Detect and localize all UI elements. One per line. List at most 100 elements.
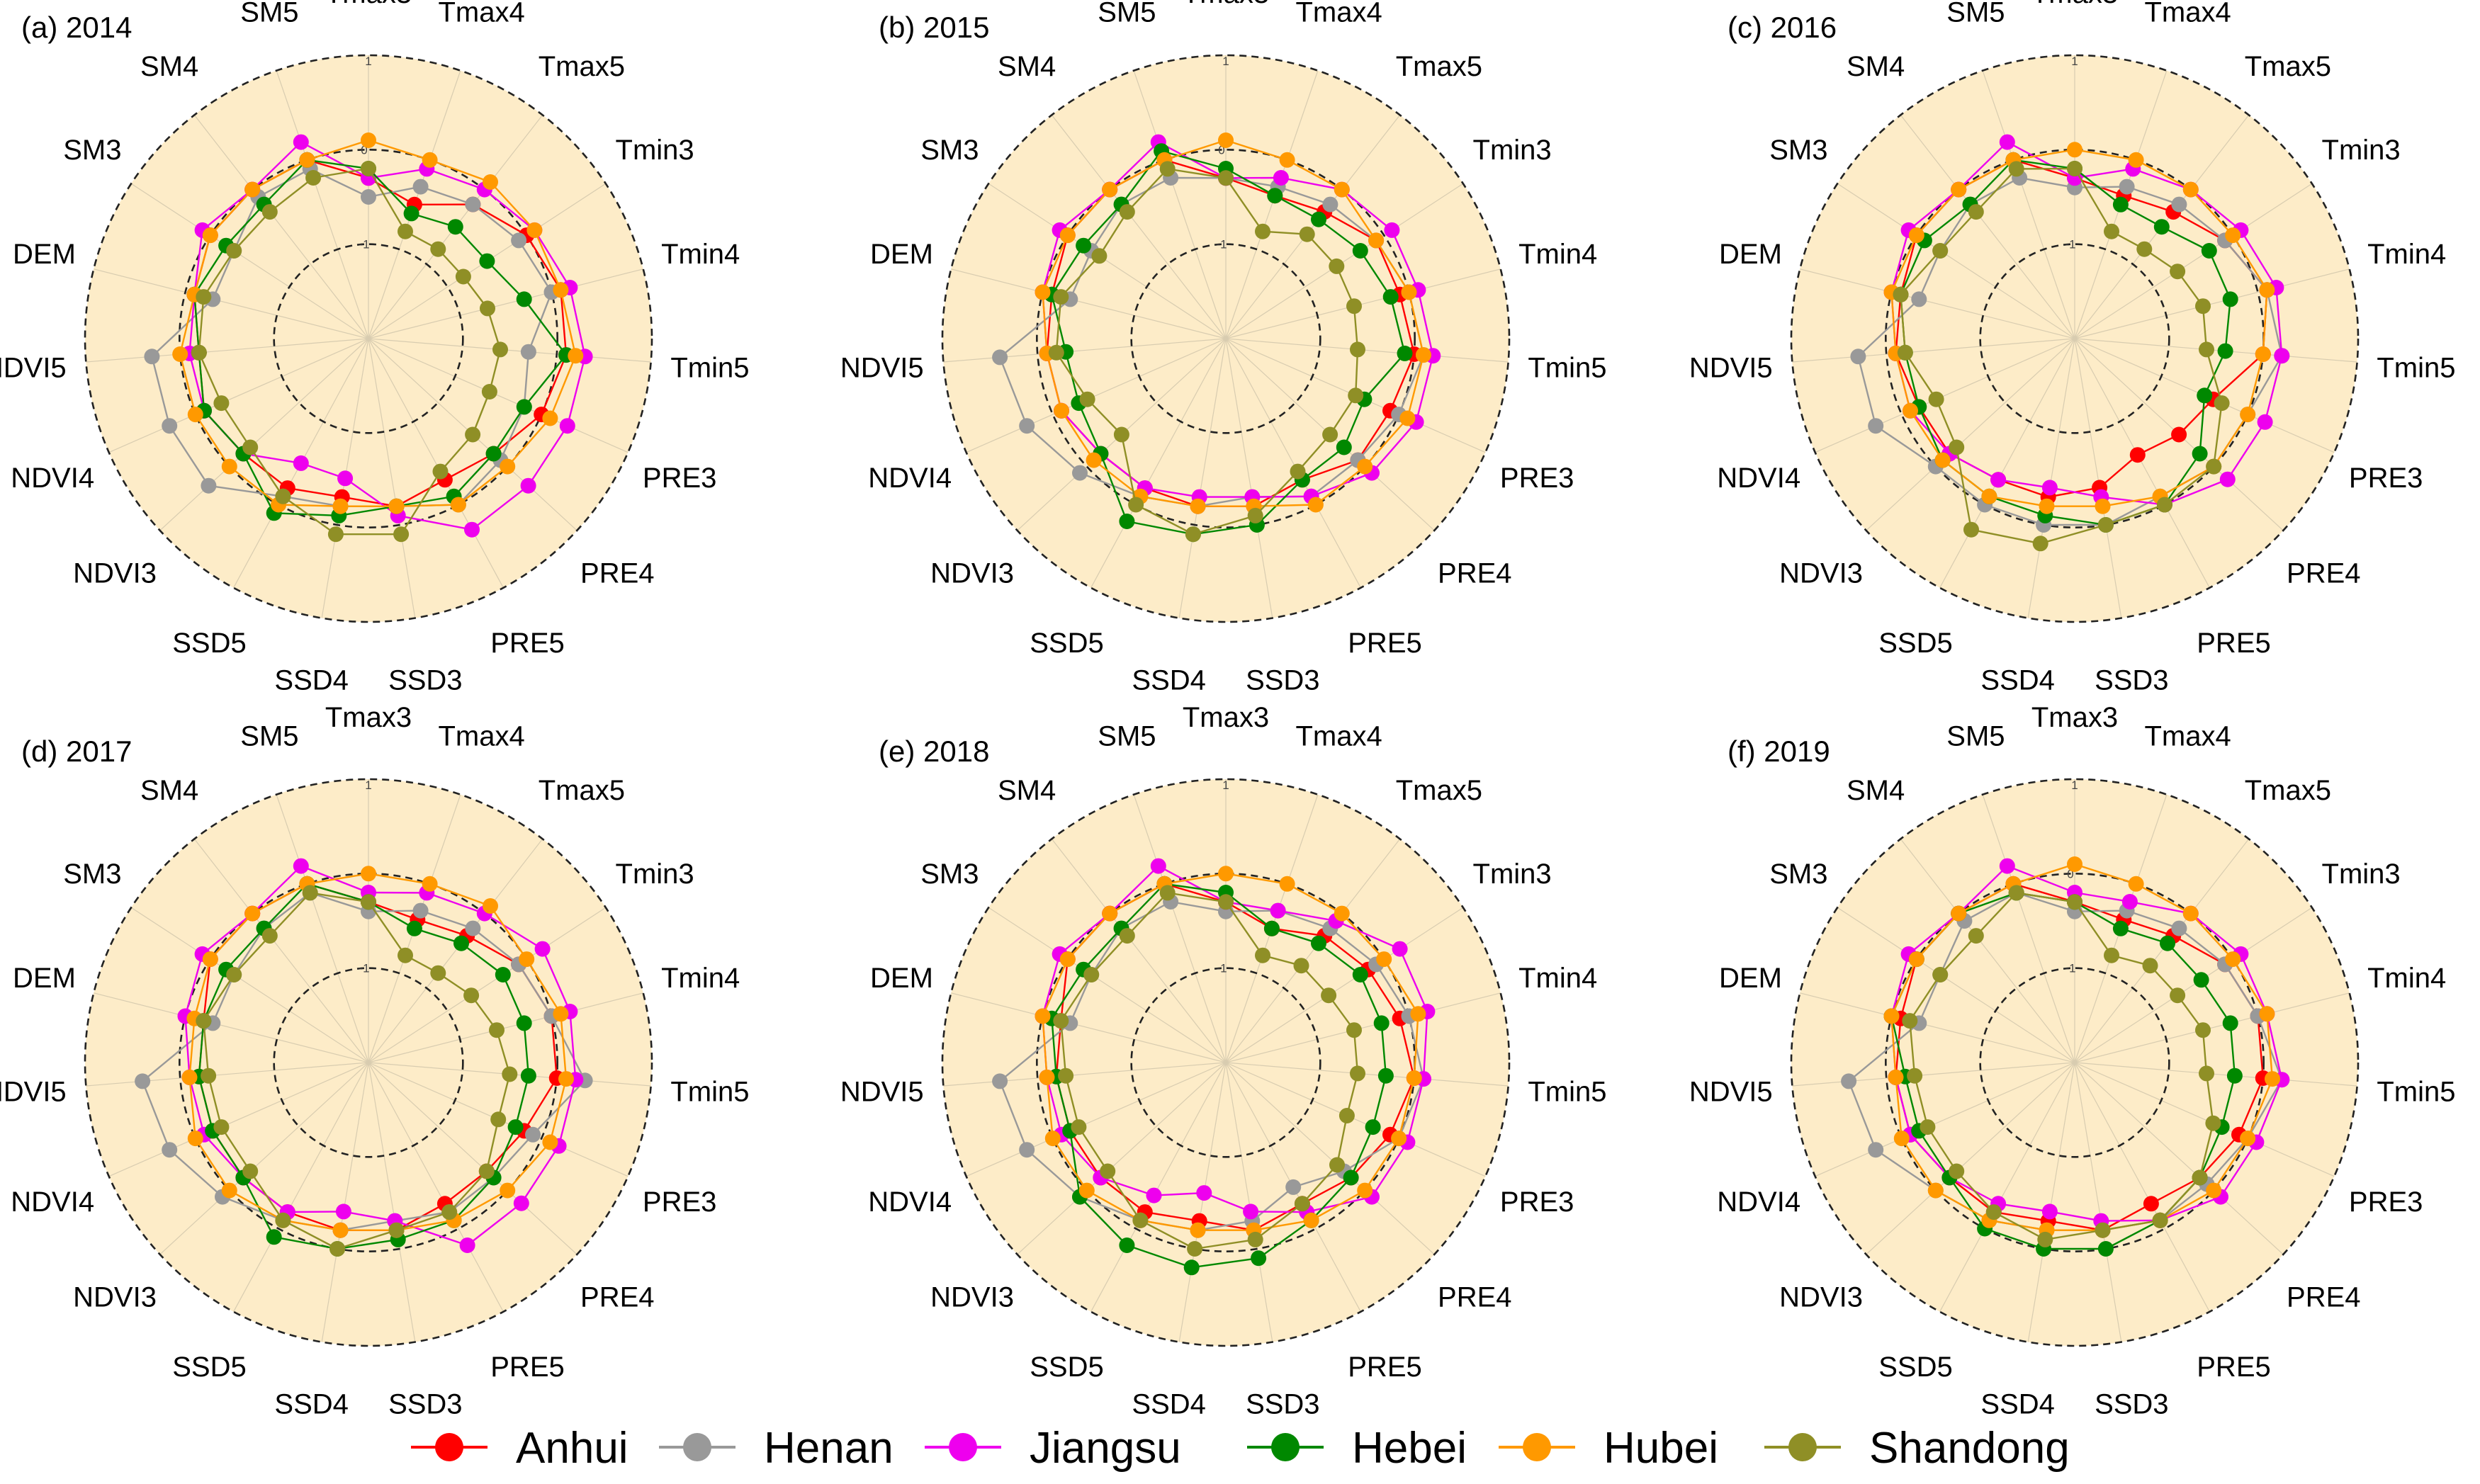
series-line-hebei <box>1051 883 1387 1269</box>
radar-spoke <box>988 183 1227 339</box>
variable-label: Tmax4 <box>1295 720 1382 752</box>
radar-spoke <box>1815 338 2075 453</box>
radar-spoke <box>130 183 369 339</box>
radar-spoke <box>1982 794 2075 1063</box>
variable-label: NDVI5 <box>840 352 924 383</box>
variable-label: Tmin3 <box>2322 859 2401 890</box>
series-point-jiangsu <box>293 134 309 150</box>
series-point-shandong <box>1290 463 1306 480</box>
series-point-henan <box>1850 349 1866 365</box>
variable-label: SSD3 <box>2095 664 2169 696</box>
series-point-shandong <box>1322 426 1338 443</box>
radar-spoke <box>321 1062 369 1342</box>
ring-tick-label: -1 <box>359 962 369 975</box>
series-point-shandong <box>1185 526 1201 543</box>
series-point-shandong <box>1159 885 1176 901</box>
series-point-henan <box>1322 196 1338 213</box>
variable-label: Tmax4 <box>438 0 524 28</box>
series-point-hubei <box>1951 905 1967 922</box>
variable-label: SM4 <box>140 775 198 806</box>
series-point-hubei <box>1903 402 1918 419</box>
radar-panel: -1 0 1 Tmax3 Tmax4 Tmax5 Tmin3 Tmin4 Tmin5 PRE3 PR… <box>840 0 1607 696</box>
series-point-shandong <box>1949 1163 1965 1179</box>
panel-title: (c) 2016 <box>1727 11 1837 44</box>
variable-label: SSD3 <box>2095 1388 2169 1420</box>
variable-label: NDVI5 <box>0 1076 67 1107</box>
variable-label: PRE5 <box>2197 1352 2271 1383</box>
series-point-shandong <box>1928 391 1944 407</box>
legend-swatch-dot <box>683 1433 711 1461</box>
series-point-shandong <box>1932 243 1949 259</box>
series-point-hubei <box>450 497 466 513</box>
grid-ring <box>941 778 1511 1347</box>
radar-spoke <box>1225 338 1509 363</box>
radar-spoke <box>1225 838 1401 1063</box>
series-point-hubei <box>2255 346 2271 362</box>
series-point-hubei <box>1416 347 1431 363</box>
series-point-jiangsu <box>459 1237 475 1253</box>
series-line-hebei <box>198 883 530 1250</box>
series-point-shandong <box>261 928 278 944</box>
series-point-hubei <box>172 346 188 362</box>
variable-label: Tmax5 <box>2245 51 2331 82</box>
variable-label: Tmax5 <box>2245 775 2331 806</box>
variable-label: PRE3 <box>2349 1186 2423 1218</box>
series-point-hebei <box>1263 920 1280 936</box>
legend-item-shandong: Shandong <box>1764 1424 2070 1473</box>
series-point-hubei <box>1218 866 1234 882</box>
variable-label: Tmax4 <box>2144 0 2231 28</box>
radar-panel: -1 0 1 Tmax3 Tmax4 Tmax5 Tmin3 Tmin4 Tmin5 PRE3 PR… <box>0 0 749 696</box>
radar-spoke <box>1939 338 2075 589</box>
series-point-shandong <box>1893 286 1909 302</box>
radar-panel: -1 0 1 Tmax3 Tmax4 Tmax5 Tmin3 Tmin4 Tmin5 PRE3 PR… <box>1689 702 2456 1420</box>
legend-label: Anhui <box>516 1424 629 1473</box>
series-point-shandong <box>261 204 278 220</box>
variable-label: SSD4 <box>1980 664 2055 696</box>
series-point-hubei <box>1410 1006 1426 1022</box>
series-point-hebei <box>2201 243 2217 259</box>
series-point-shandong <box>398 947 413 963</box>
variable-label: PRE4 <box>2287 558 2361 589</box>
series-point-hubei <box>1044 1131 1061 1147</box>
variable-label: Tmin4 <box>1518 239 1597 270</box>
variable-label: Tmin4 <box>1518 963 1597 994</box>
series-point-shandong <box>242 1163 259 1179</box>
series-point-shandong <box>1058 1067 1074 1084</box>
series-point-shandong <box>2097 517 2114 533</box>
variable-label: Tmax5 <box>1396 51 1482 82</box>
series-point-shandong <box>2104 947 2119 963</box>
series-point-hubei <box>526 222 543 238</box>
series-point-shandong <box>1350 1065 1365 1082</box>
series-line-hebei <box>193 159 568 517</box>
radar-spoke <box>368 907 607 1063</box>
radar-spoke <box>988 907 1227 1063</box>
series-point-shandong <box>2195 1022 2211 1038</box>
grid-ring <box>1130 243 1321 434</box>
variable-label: PRE5 <box>1348 628 1422 659</box>
series-point-hubei <box>1357 458 1373 475</box>
series-point-henan <box>162 1142 178 1158</box>
series-point-hubei <box>2240 407 2256 423</box>
variable-label: NDVI5 <box>840 1076 924 1107</box>
series-point-hubei <box>221 1182 237 1199</box>
series-point-hubei <box>553 282 569 298</box>
series-point-shandong <box>430 965 446 981</box>
series-point-hubei <box>1391 1131 1407 1147</box>
series-point-hebei <box>2112 196 2129 213</box>
variable-label: DEM <box>1719 963 1782 994</box>
series-point-hebei <box>1352 967 1368 982</box>
series-point-hebei <box>1119 1237 1135 1253</box>
series-point-shandong <box>2206 458 2222 475</box>
ring-tick-label: 1 <box>1222 778 1229 792</box>
series-point-hebei <box>516 291 532 307</box>
grid-ring <box>1130 967 1321 1158</box>
series-point-hebei <box>516 399 532 415</box>
series-point-shandong <box>2067 161 2082 176</box>
series-point-jiangsu <box>2041 480 2058 496</box>
series-point-shandong <box>1907 1067 1923 1084</box>
series-point-hebei <box>520 1067 536 1084</box>
series-point-hubei <box>1039 1069 1055 1085</box>
series-point-shandong <box>2170 264 2186 280</box>
ring-tick-label: -1 <box>1216 238 1227 251</box>
series-line-hebei <box>1900 159 2231 526</box>
